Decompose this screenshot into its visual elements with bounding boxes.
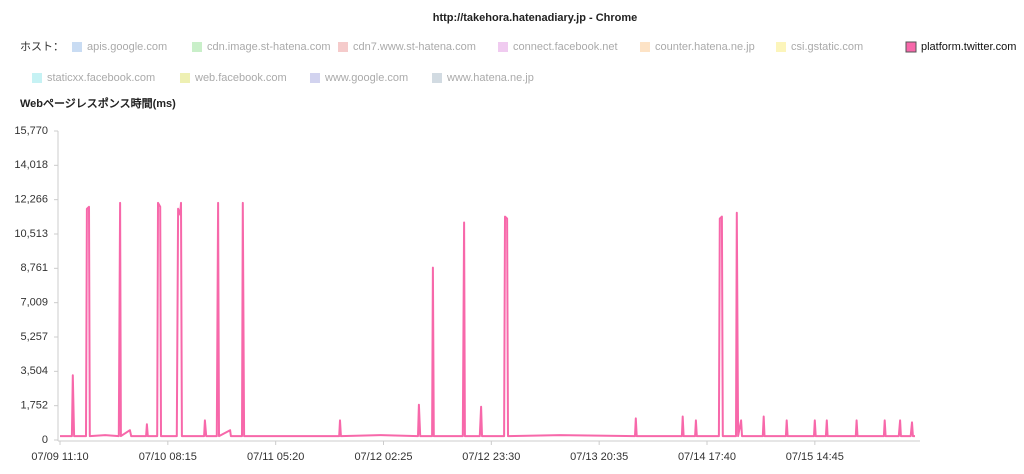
legend-label: ホスト： bbox=[20, 40, 64, 53]
legend-swatch bbox=[776, 42, 786, 52]
legend-swatch bbox=[180, 73, 190, 83]
legend-entry[interactable]: www.hatena.ne.jp bbox=[446, 72, 534, 84]
legend-entry[interactable]: counter.hatena.ne.jp bbox=[655, 41, 755, 53]
legend-entry[interactable]: cdn7.www.st-hatena.com bbox=[353, 41, 476, 53]
legend-swatch bbox=[498, 42, 508, 52]
legend-entry[interactable]: connect.facebook.net bbox=[513, 41, 618, 53]
y-axis-label: Webページレスポンス時間(ms) bbox=[20, 96, 176, 110]
y-tick-label: 8,761 bbox=[20, 262, 48, 274]
legend-swatch bbox=[338, 42, 348, 52]
x-tick-label: 07/14 17:40 bbox=[678, 451, 736, 463]
legend-swatch bbox=[432, 73, 442, 83]
legend-swatch bbox=[640, 42, 650, 52]
y-tick-label: 5,257 bbox=[20, 331, 48, 343]
legend-swatch bbox=[310, 73, 320, 83]
x-tick-label: 07/12 23:30 bbox=[462, 451, 520, 463]
x-tick-label: 07/09 11:10 bbox=[31, 451, 88, 463]
y-tick-label: 12,266 bbox=[14, 194, 48, 206]
y-tick-label: 10,513 bbox=[14, 228, 48, 240]
series-line bbox=[60, 201, 915, 438]
x-tick-label: 07/15 14:45 bbox=[786, 451, 844, 463]
legend-entry[interactable]: www.google.com bbox=[324, 72, 408, 84]
legend-entry[interactable]: apis.google.com bbox=[87, 41, 167, 53]
legend-entry[interactable]: cdn.image.st-hatena.com bbox=[207, 41, 331, 53]
legend-entry[interactable]: staticxx.facebook.com bbox=[47, 72, 155, 84]
legend-swatch bbox=[905, 41, 917, 53]
x-tick-label: 07/12 02:25 bbox=[354, 451, 412, 463]
x-tick-label: 07/10 08:15 bbox=[139, 451, 197, 463]
chart-title: http://takehora.hatenadiary.jp - Chrome bbox=[433, 12, 638, 24]
legend-swatch bbox=[32, 73, 42, 83]
y-tick-label: 7,009 bbox=[20, 297, 48, 309]
legend-swatch bbox=[72, 42, 82, 52]
legend-entry[interactable]: web.facebook.com bbox=[194, 72, 287, 84]
x-tick-label: 07/11 05:20 bbox=[247, 451, 304, 463]
y-tick-label: 15,770 bbox=[14, 125, 48, 137]
legend-swatch bbox=[192, 42, 202, 52]
legend-entry[interactable]: csi.gstatic.com bbox=[791, 41, 863, 53]
y-tick-label: 1,752 bbox=[20, 400, 48, 412]
y-tick-label: 0 bbox=[42, 434, 48, 446]
legend-entry[interactable]: platform.twitter.com bbox=[921, 41, 1016, 53]
y-tick-label: 14,018 bbox=[14, 159, 48, 171]
y-tick-label: 3,504 bbox=[20, 365, 48, 377]
x-tick-label: 07/13 20:35 bbox=[570, 451, 628, 463]
